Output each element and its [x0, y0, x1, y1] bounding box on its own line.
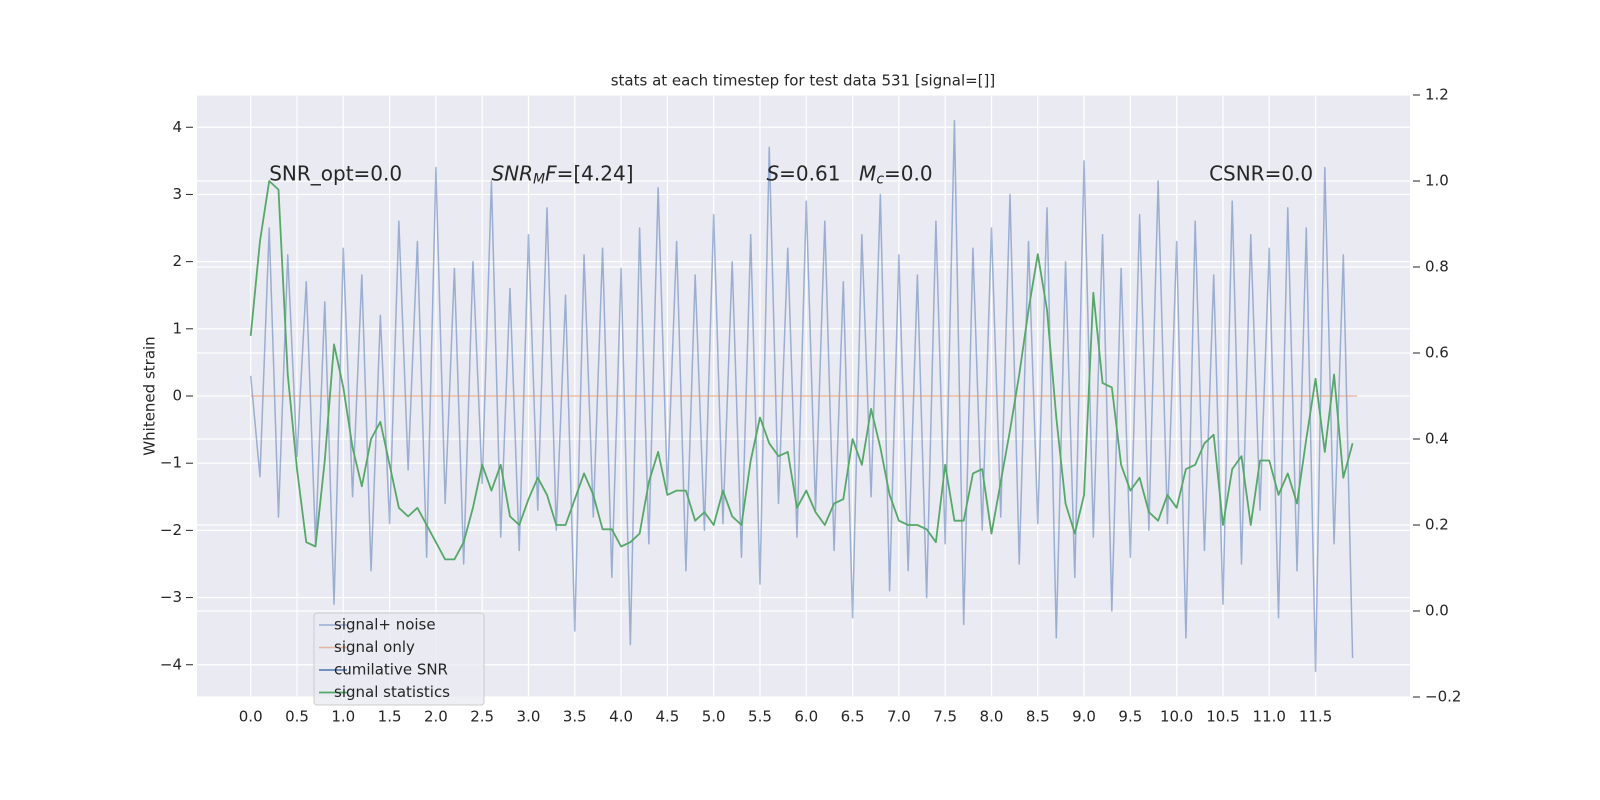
y2-tick-label: 1.0 [1425, 172, 1449, 190]
y-tick-label: 3 [172, 185, 182, 203]
series-line [249, 119, 1354, 673]
x-tick-label: 2.0 [424, 708, 448, 726]
legend-label: cumilative SNR [334, 661, 448, 679]
x-tick-label: 1.5 [378, 708, 402, 726]
y-tick-label: −1 [160, 454, 182, 472]
legend-label: signal statistics [334, 683, 450, 701]
y2-tick-label: 0.0 [1425, 602, 1449, 620]
x-tick-label: 7.5 [933, 708, 957, 726]
annotation-part: c [876, 171, 884, 187]
annotation-part: SNR_opt=0.0 [269, 161, 402, 185]
overlay: 0.0 0.5 1.0 1.5 2.0 2.5 3.0 3.5 4.0 4.5 5.0 5.5 6.0 6… [160, 86, 1462, 726]
x-tick-label: 6.0 [794, 708, 818, 726]
x-tick-label: 4.5 [655, 708, 679, 726]
annotation-part: S [766, 161, 779, 185]
y-tick-label: 2 [172, 252, 182, 270]
x-tick-label: 1.0 [331, 708, 355, 726]
annotation-part: CSNR=0.0 [1209, 161, 1313, 185]
x-tick-label: 5.5 [748, 708, 772, 726]
annotation-part: M [859, 161, 876, 185]
annotation-part: =[4.24] [557, 161, 634, 185]
y2-tick-label: 0.4 [1425, 430, 1449, 448]
x-tick-label: 10.5 [1206, 708, 1239, 726]
legend-label: signal+ noise [334, 616, 436, 634]
annotation: Mc=0.0 [859, 161, 933, 188]
x-tick-label: 11.5 [1299, 708, 1332, 726]
x-tick-label: 6.5 [841, 708, 865, 726]
y-tick-label: 4 [172, 118, 182, 136]
y-tick-label: −4 [160, 655, 182, 673]
series [249, 119, 1358, 673]
x-tick-label: 4.0 [609, 708, 633, 726]
y2-tick-label: −0.2 [1425, 688, 1461, 706]
x-tick-label: 11.0 [1253, 708, 1286, 726]
legend: signal+ noise signal only cumilative SNR si… [313, 612, 485, 706]
annotation-part: F [545, 161, 557, 185]
y-tick-label: −3 [160, 588, 182, 606]
x-tick-label: 9.5 [1118, 708, 1142, 726]
annotation: S=0.61 [766, 161, 840, 185]
x-tick-label: 7.0 [887, 708, 911, 726]
x-tick-label: 5.0 [702, 708, 726, 726]
legend-label: signal only [334, 638, 415, 656]
x-tick-label: 0.5 [285, 708, 309, 726]
x-tick-label: 8.5 [1026, 708, 1050, 726]
y-tick-label: 0 [172, 387, 182, 405]
series-line [249, 180, 1354, 561]
y-tick-label: −2 [160, 521, 182, 539]
x-tick-label: 3.5 [563, 708, 587, 726]
annotation: SNRMF=[4.24] [491, 161, 633, 188]
x-tick-label: 9.0 [1072, 708, 1096, 726]
y2-tick-label: 0.8 [1425, 258, 1449, 276]
x-tick-label: 2.5 [470, 708, 494, 726]
annotation-part: =0.0 [884, 161, 933, 185]
x-tick-label: 8.0 [980, 708, 1004, 726]
chart-title: stats at each timestep for test data 531… [611, 72, 996, 90]
y2-tick-label: 1.2 [1425, 86, 1449, 104]
y2-tick-label: 0.6 [1425, 344, 1449, 362]
x-tick-label: 0.0 [239, 708, 263, 726]
y-axis-label: Whitened strain [141, 336, 159, 455]
annotation: CSNR=0.0 [1209, 161, 1313, 185]
y-tick-label: 1 [172, 319, 182, 337]
y2-tick-label: 0.2 [1425, 516, 1449, 534]
annotation-part: =0.61 [779, 161, 840, 185]
legend-box [313, 612, 485, 706]
annotation-part: M [533, 171, 545, 187]
x-tick-label: 3.0 [517, 708, 541, 726]
annotation-part: SNR [491, 161, 533, 185]
x-tick-label: 10.0 [1160, 708, 1193, 726]
annotation: SNR_opt=0.0 [269, 161, 402, 185]
